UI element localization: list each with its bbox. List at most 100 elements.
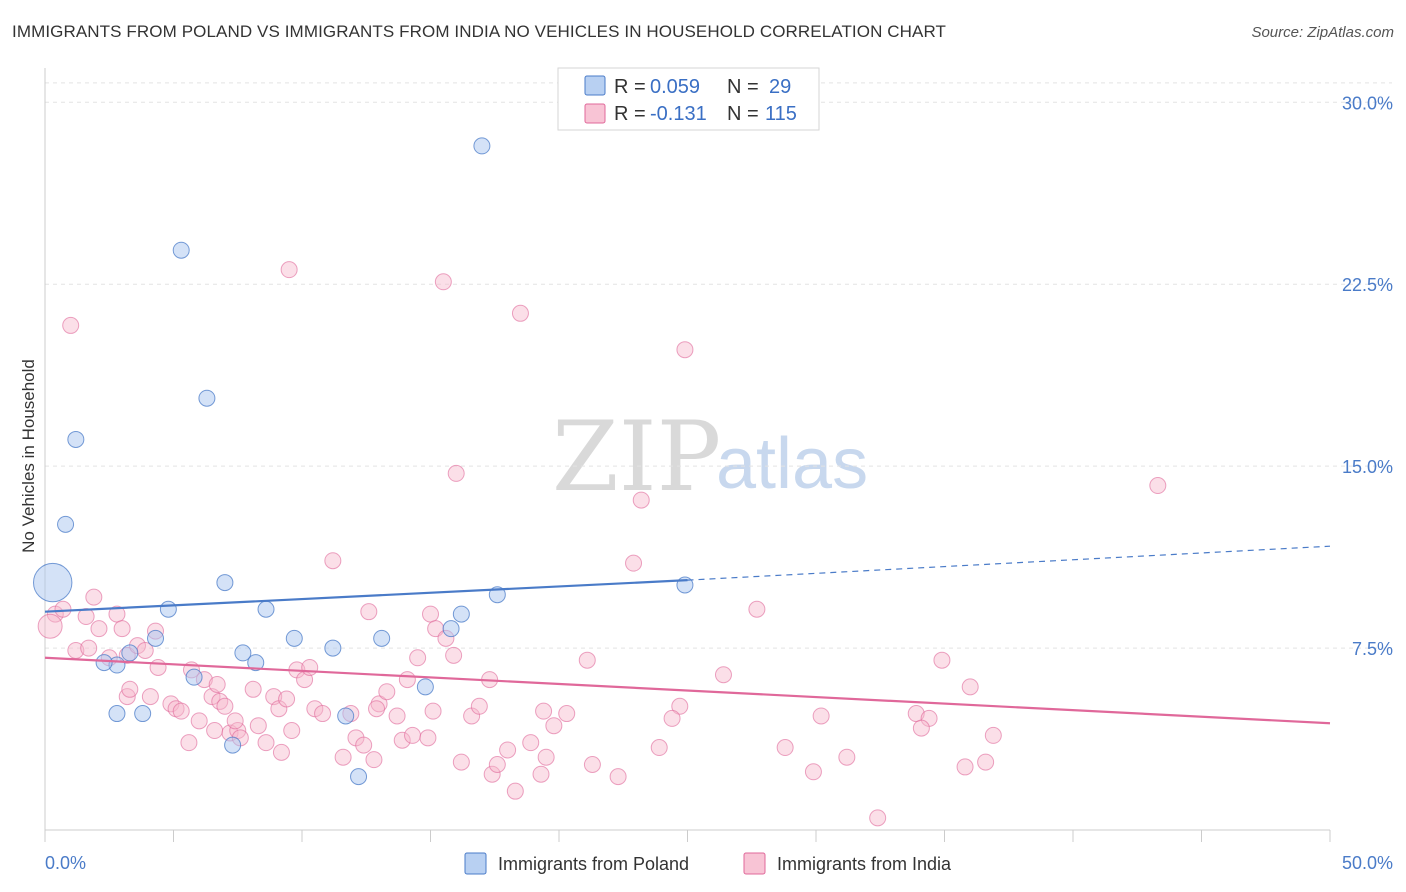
poland-point: [95, 654, 113, 672]
india-point: [355, 736, 373, 754]
india-point: [77, 608, 95, 626]
india-point: [37, 613, 63, 639]
poland-point: [257, 600, 275, 618]
poland-trend-extension: [687, 545, 1331, 581]
bottom-legend: Immigrants from Poland Immigrants from I…: [464, 852, 952, 875]
india-point: [244, 680, 262, 698]
y-tick-label: 7.5%: [1352, 639, 1393, 659]
india-point: [141, 688, 159, 706]
india-point: [511, 304, 529, 322]
india-point: [650, 739, 668, 757]
india-point: [206, 722, 224, 740]
poland-point: [285, 629, 303, 647]
india-point: [360, 603, 378, 621]
india-point: [714, 666, 732, 684]
chart-title: IMMIGRANTS FROM POLAND VS IMMIGRANTS FRO…: [12, 22, 947, 41]
india-point: [365, 751, 383, 769]
india-point: [190, 712, 208, 730]
india-point: [522, 734, 540, 752]
poland-point: [337, 707, 355, 725]
india-point: [424, 702, 442, 720]
poland-point: [67, 430, 85, 448]
legend-n-value-india: 115: [765, 103, 797, 125]
india-point: [488, 756, 506, 774]
india-point: [208, 675, 226, 693]
india-point: [419, 729, 437, 747]
india-point: [249, 717, 267, 735]
poland-point: [57, 515, 75, 533]
poland-point: [33, 562, 73, 603]
india-point: [211, 692, 229, 710]
poland-point: [185, 668, 203, 686]
poland-point: [234, 644, 252, 662]
india-point: [609, 768, 627, 786]
india-point: [483, 765, 501, 783]
india-point: [558, 705, 576, 723]
legend-r-label-poland: R =: [614, 76, 646, 98]
india-point: [1149, 477, 1167, 495]
india-point: [334, 748, 352, 766]
india-point: [869, 809, 887, 827]
y-tick-label: 15.0%: [1342, 457, 1393, 477]
india-point: [625, 554, 643, 572]
watermark-atlas: atlas: [716, 424, 868, 504]
india-point: [545, 717, 563, 735]
x-tick-label-min: 0.0%: [45, 853, 86, 873]
india-point: [532, 765, 550, 783]
legend-n-label-india: N =: [727, 103, 759, 125]
poland-point: [350, 768, 368, 786]
india-point: [393, 731, 411, 749]
india-point: [422, 605, 439, 623]
india-point: [812, 707, 830, 725]
india-point: [776, 739, 794, 757]
legend-r-value-poland: 0.059: [650, 76, 700, 98]
india-point: [671, 697, 689, 715]
watermark-zip: ZIP: [552, 401, 721, 513]
poland-point: [198, 389, 216, 407]
india-point: [85, 588, 103, 606]
gridlines: [45, 82, 1392, 649]
india-point: [632, 491, 650, 509]
india-point: [324, 552, 342, 570]
legend-swatch-poland: [584, 75, 606, 96]
india-point: [283, 722, 301, 740]
india-point: [398, 671, 416, 689]
trend-lines: [44, 545, 1331, 725]
india-point: [370, 695, 388, 713]
india-point: [434, 273, 452, 291]
india-point: [280, 261, 298, 279]
india-trend-line: [44, 656, 1331, 725]
india-point: [447, 464, 465, 482]
x-axis-ticks: [44, 830, 1331, 842]
y-axis-tick-labels: 7.5% 15.0% 22.5% 30.0%: [1342, 93, 1393, 659]
poland-point: [247, 654, 265, 672]
india-point: [278, 690, 296, 708]
india-point: [404, 726, 422, 744]
india-point: [409, 649, 427, 667]
poland-point: [224, 736, 242, 754]
india-point: [452, 753, 470, 771]
poland-point: [416, 678, 434, 696]
india-point: [470, 697, 488, 715]
india-point: [62, 316, 80, 334]
india-point: [804, 763, 822, 781]
india-point: [676, 341, 694, 359]
india-point: [180, 734, 198, 752]
india-point: [149, 658, 167, 676]
poland-point: [373, 629, 391, 647]
legend-r-value-india: -0.131: [650, 103, 707, 125]
india-point: [226, 712, 244, 730]
india-point: [90, 620, 108, 638]
series-india-points: [37, 261, 1167, 827]
bottom-legend-swatch-poland: [464, 852, 487, 875]
poland-point: [159, 600, 177, 618]
india-point: [537, 748, 555, 766]
india-point: [506, 782, 524, 800]
india-point: [961, 678, 979, 696]
poland-point: [452, 605, 470, 623]
legend-box: R = 0.059 N = 29 R = -0.131 N = 115: [557, 67, 820, 131]
poland-trend-line: [44, 579, 688, 613]
y-tick-label: 30.0%: [1342, 93, 1393, 113]
poland-point: [324, 639, 342, 657]
poland-point: [216, 574, 234, 592]
